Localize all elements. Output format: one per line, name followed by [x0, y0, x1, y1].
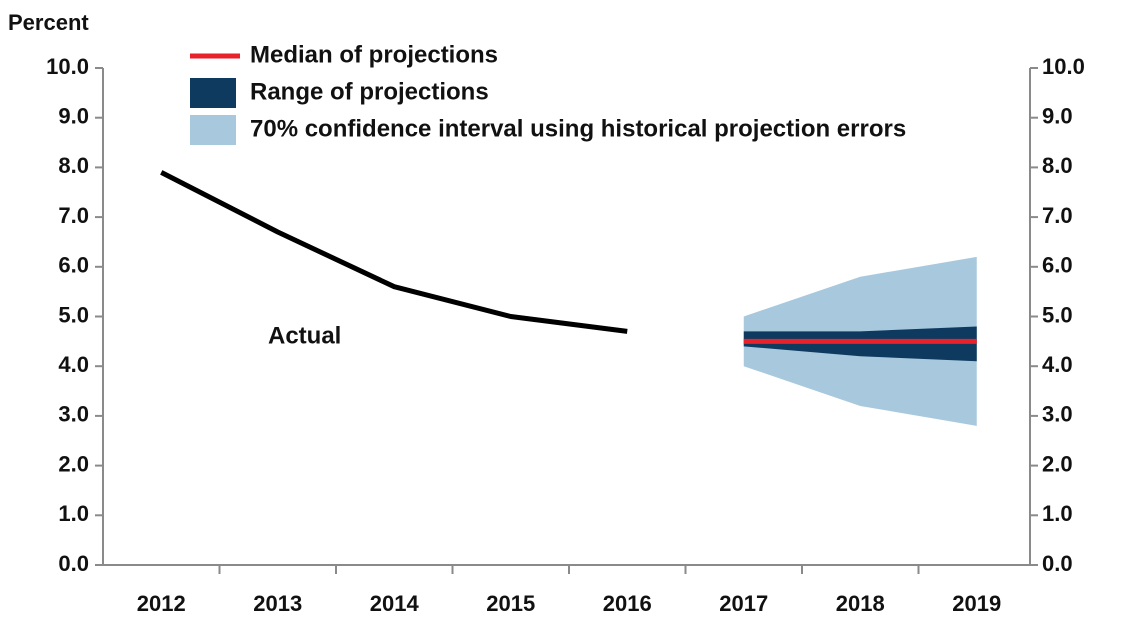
- y-tick-label: 6.0: [58, 253, 89, 278]
- x-tick-label: 2017: [719, 591, 768, 616]
- y2-tick-label: 6.0: [1042, 253, 1073, 278]
- x-tick-label: 2018: [836, 591, 885, 616]
- line: [160, 170, 628, 334]
- y-tick-label: 8.0: [58, 153, 89, 178]
- x-tick-label: 2015: [486, 591, 535, 616]
- y-tick-label: 5.0: [58, 302, 89, 327]
- y-tick-label: 0.0: [58, 551, 89, 576]
- y2-tick-label: 0.0: [1042, 551, 1073, 576]
- y2-tick-label: 8.0: [1042, 153, 1073, 178]
- y2-tick-label: 4.0: [1042, 352, 1073, 377]
- y-tick-label: 1.0: [58, 501, 89, 526]
- legend-label: 70% confidence interval using historical…: [250, 115, 906, 142]
- y-tick-label: 10.0: [46, 54, 89, 79]
- y2-tick-label: 1.0: [1042, 501, 1073, 526]
- x-tick-label: 2014: [370, 591, 420, 616]
- y2-tick-label: 7.0: [1042, 203, 1073, 228]
- legend-swatch: [190, 115, 236, 145]
- legend-label: Range of projections: [250, 78, 489, 105]
- y2-tick-label: 9.0: [1042, 104, 1073, 129]
- x-tick-label: 2012: [137, 591, 186, 616]
- y-tick-label: 3.0: [58, 402, 89, 427]
- y-tick-label: 9.0: [58, 104, 89, 129]
- y2-tick-label: 3.0: [1042, 402, 1073, 427]
- y-axis-label: Percent: [8, 10, 89, 35]
- y2-tick-label: 10.0: [1042, 54, 1085, 79]
- x-tick-label: 2019: [952, 591, 1001, 616]
- y-tick-label: 4.0: [58, 352, 89, 377]
- y2-tick-label: 5.0: [1042, 302, 1073, 327]
- legend-swatch: [190, 78, 236, 108]
- annotation: Actual: [268, 322, 341, 349]
- legend-label: Median of projections: [250, 41, 498, 68]
- x-tick-label: 2016: [603, 591, 652, 616]
- x-tick-label: 2013: [253, 591, 302, 616]
- y-tick-label: 2.0: [58, 451, 89, 476]
- y2-tick-label: 2.0: [1042, 451, 1073, 476]
- y-tick-label: 7.0: [58, 203, 89, 228]
